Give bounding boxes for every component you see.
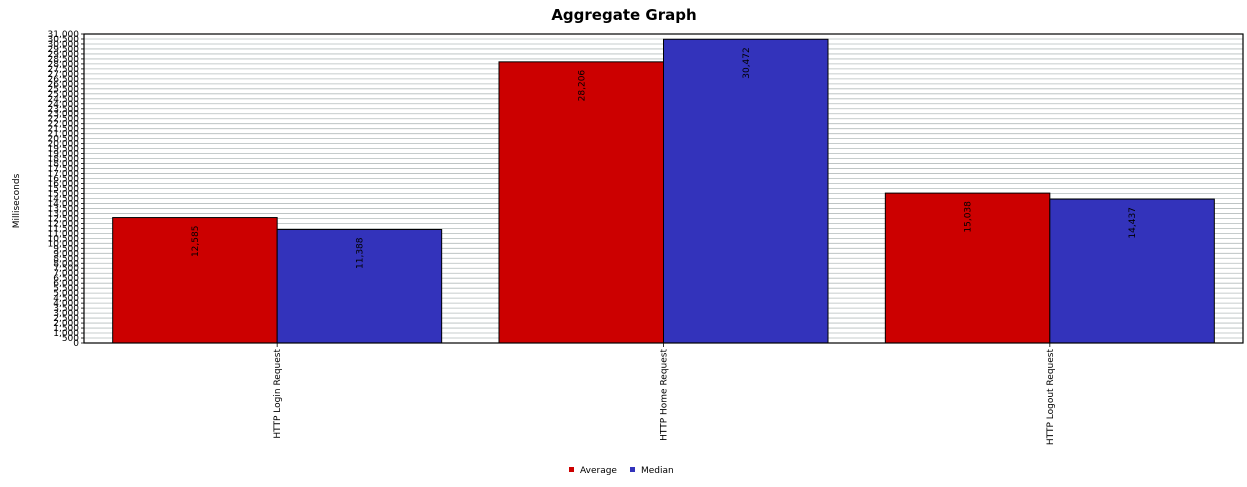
y-tick-label: 9,000 [53, 249, 79, 259]
y-axis-ticks: 05001,0001,5002,0002,5003,0003,5004,0004… [48, 30, 84, 349]
y-tick-label: 20,000 [48, 140, 80, 150]
y-tick-label: 2,500 [53, 314, 79, 324]
y-tick-label: 10,000 [48, 239, 80, 249]
y-tick-label: 16,000 [48, 180, 80, 190]
y-tick-label: 1,500 [53, 324, 79, 334]
y-tick-label: 4,500 [53, 294, 79, 304]
y-tick-label: 22,000 [48, 120, 80, 130]
y-tick-label: 10,500 [48, 234, 80, 244]
y-tick-label: 27,500 [48, 65, 80, 75]
bar-median-1 [663, 38, 829, 344]
y-tick-label: 18,000 [48, 160, 80, 170]
y-tick-label: 24,500 [48, 95, 80, 105]
y-tick-label: 7,500 [53, 264, 79, 274]
y-tick-label: 16,500 [48, 175, 80, 185]
y-tick-label: 500 [62, 334, 79, 344]
y-tick-label: 14,500 [48, 194, 80, 204]
y-tick-label: 31,000 [48, 30, 80, 40]
y-tick-label: 12,500 [48, 214, 80, 224]
bar-median-2 [1049, 198, 1215, 344]
data-labels: 12,585 11,388 28,206 30,472 15,038 14,437 [191, 47, 1138, 269]
y-tick-label: 4,000 [53, 299, 79, 309]
y-tick-label: 22,500 [48, 115, 80, 125]
legend: Average Median [569, 466, 674, 476]
y-tick-label: 23,500 [48, 105, 80, 115]
y-tick-label: 5,500 [53, 284, 79, 294]
y-tick-label: 19,500 [48, 145, 80, 155]
y-tick-label: 23,000 [48, 110, 80, 120]
y-tick-label: 3,500 [53, 304, 79, 314]
legend-label-median: Median [641, 466, 674, 476]
y-tick-label: 21,500 [48, 125, 80, 135]
y-tick-label: 8,500 [53, 254, 79, 264]
y-tick-label: 17,000 [48, 170, 80, 180]
y-tick-label: 21,000 [48, 130, 80, 140]
x-tick-label: HTTP Login Request [273, 349, 283, 439]
y-tick-label: 26,500 [48, 75, 80, 85]
legend-swatch-median [630, 467, 635, 472]
y-tick-label: 14,000 [48, 199, 80, 209]
bar-median-0 [276, 228, 443, 344]
y-tick-label: 27,000 [48, 70, 80, 80]
y-tick-label: 3,000 [53, 309, 79, 319]
y-tick-label: 30,500 [48, 35, 80, 45]
x-tick-label: HTTP Home Request [660, 349, 670, 441]
bar-average-1 [498, 61, 664, 344]
data-label-average-2: 15,038 [964, 201, 974, 233]
y-tick-label: 26,000 [48, 80, 80, 90]
y-tick-label: 25,000 [48, 90, 80, 100]
legend-label-average: Average [580, 466, 617, 476]
y-tick-label: 18,500 [48, 155, 80, 165]
y-tick-label: 15,500 [48, 185, 80, 195]
x-axis-ticks: HTTP Login Request HTTP Home Request HTTP … [273, 343, 1056, 445]
y-tick-label: 20,500 [48, 135, 80, 145]
y-tick-label: 13,000 [48, 209, 80, 219]
y-tick-label: 30,000 [48, 40, 80, 50]
y-tick-label: 6,500 [53, 274, 79, 284]
y-tick-label: 8,000 [53, 259, 79, 269]
y-tick-label: 5,000 [53, 289, 79, 299]
y-tick-label: 29,000 [48, 50, 80, 60]
y-tick-label: 1,000 [53, 329, 79, 339]
y-tick-label: 13,500 [48, 204, 80, 214]
chart-title: Aggregate Graph [551, 6, 696, 24]
y-tick-label: 12,000 [48, 219, 80, 229]
data-label-average-0: 12,585 [191, 226, 201, 258]
bars [112, 38, 1215, 344]
y-tick-label: 7,000 [53, 269, 79, 279]
y-tick-label: 2,000 [53, 319, 79, 329]
y-tick-label: 6,000 [53, 279, 79, 289]
x-tick-label: HTTP Logout Request [1046, 349, 1056, 446]
bar-average-0 [112, 217, 278, 344]
data-label-average-1: 28,206 [577, 70, 587, 102]
y-axis-label: Milliseconds [12, 173, 22, 228]
legend-swatch-average [569, 467, 574, 472]
data-label-median-2: 14,437 [1128, 207, 1138, 239]
bar-average-2 [884, 192, 1051, 344]
y-tick-label: 28,500 [48, 55, 80, 65]
y-tick-label: 19,000 [48, 150, 80, 160]
data-label-median-0: 11,388 [355, 237, 365, 269]
y-tick-label: 9,500 [53, 244, 79, 254]
y-tick-label: 15,000 [48, 189, 80, 199]
y-tick-label: 0 [73, 339, 79, 349]
y-tick-label: 25,500 [48, 85, 80, 95]
data-label-median-1: 30,472 [742, 47, 752, 79]
y-tick-label: 24,000 [48, 100, 80, 110]
y-tick-label: 11,500 [48, 224, 80, 234]
y-tick-label: 28,000 [48, 60, 80, 70]
y-tick-label: 29,500 [48, 45, 80, 55]
y-tick-label: 17,500 [48, 165, 80, 175]
y-tick-label: 11,000 [48, 229, 80, 239]
